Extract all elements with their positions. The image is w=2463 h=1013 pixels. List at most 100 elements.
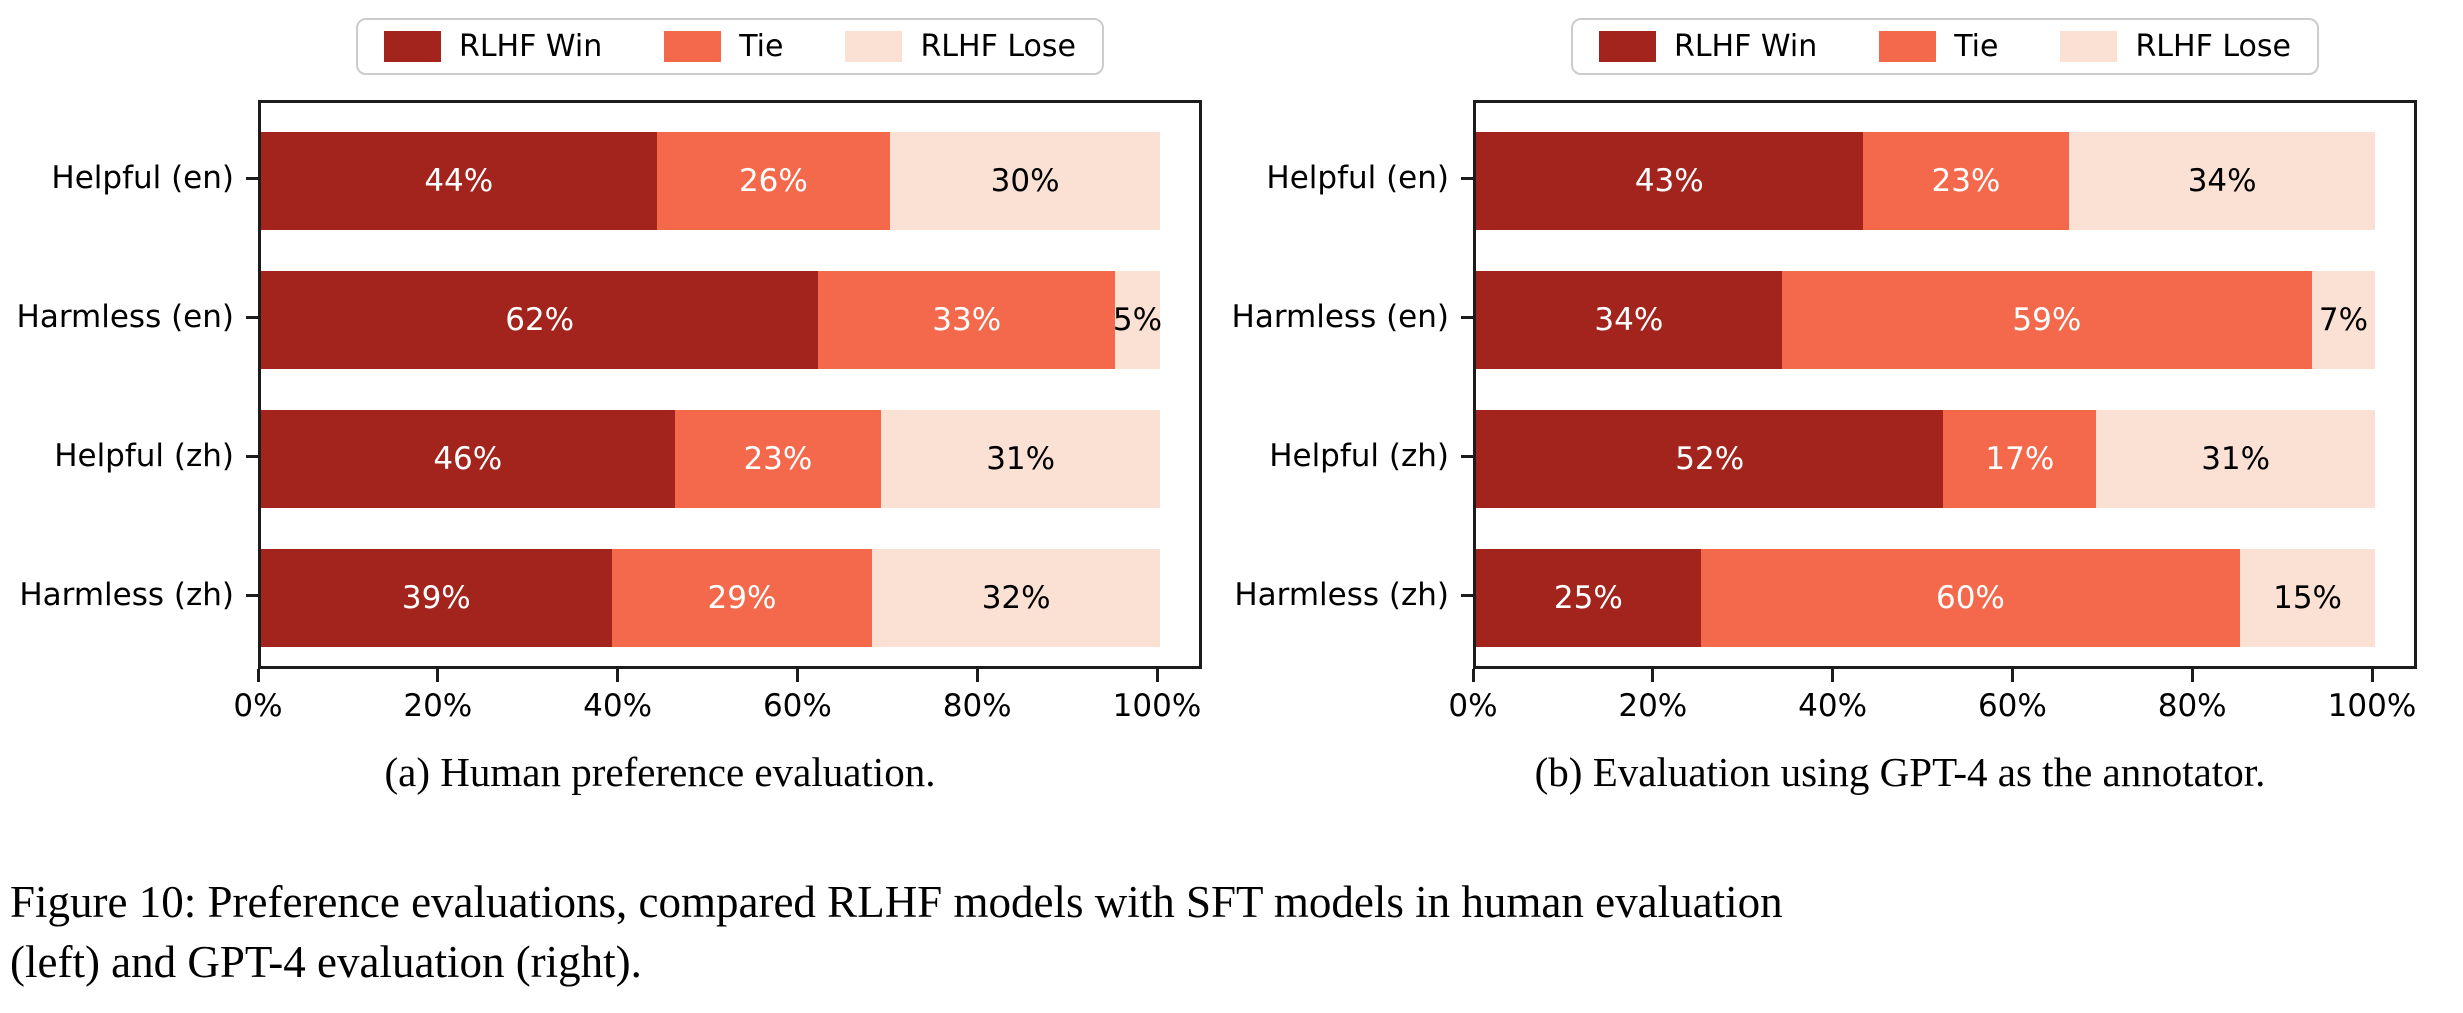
figure-caption: Figure 10: Preference evaluations, compa…: [10, 872, 2455, 992]
bar-segment-rlhf-lose: 15%: [2240, 549, 2375, 647]
legend-swatch-icon: [664, 31, 722, 62]
bar-row: 39% 29% 32%: [261, 549, 1160, 647]
subfigure-a-caption: (a) Human preference evaluation.: [384, 749, 936, 795]
x-axis-tick: [1831, 669, 1835, 682]
legend-label: RLHF Lose: [920, 28, 1077, 64]
plot-area: 43% 23% 34% 34% 59% 7% 52% 17% 31% 25% 60% 15%: [1473, 100, 2417, 669]
bar-value-label: 59%: [2012, 302, 2082, 338]
legend-item: Tie: [1879, 31, 1998, 62]
bar-row: 43% 23% 34%: [1476, 132, 2375, 230]
figure-caption-line-1: Figure 10: Preference evaluations, compa…: [10, 877, 1783, 927]
bar-segment-rlhf-win: 52%: [1476, 410, 1944, 508]
y-axis-tick: [1461, 593, 1473, 597]
bar-value-label: 26%: [738, 163, 808, 199]
bar-value-label: 52%: [1675, 441, 1745, 477]
bar-segment-rlhf-lose: 7%: [2312, 271, 2375, 369]
bar-value-label: 46%: [433, 441, 503, 477]
bar-segment-rlhf-lose: 30%: [890, 132, 1160, 230]
bar-segment-tie: 60%: [1700, 549, 2241, 647]
legend-swatch-icon: [1598, 31, 1656, 62]
legend-swatch-icon: [845, 31, 903, 62]
x-axis-tick: [2190, 669, 2194, 682]
bar-segment-rlhf-win: 39%: [261, 549, 612, 647]
legend-item: RLHF Lose: [845, 31, 1076, 62]
x-axis-tick: [436, 669, 440, 682]
legend-label: Tie: [1954, 28, 1999, 64]
x-axis-tick: [975, 669, 979, 682]
bar-segment-rlhf-lose: 5%: [1112, 271, 1163, 369]
y-axis-tick: [246, 454, 258, 458]
bar-value-label: 32%: [981, 580, 1051, 616]
bar-value-label: 31%: [2201, 441, 2271, 477]
legend-item: Tie: [664, 31, 783, 62]
y-axis-tick: [246, 176, 258, 180]
bar-value-label: 31%: [986, 441, 1056, 477]
x-tick-label: 20%: [1618, 688, 1688, 724]
legend: RLHF Win Tie RLHF Lose: [1570, 18, 2320, 75]
bar-value-label: 23%: [743, 441, 813, 477]
bar-value-label: 39%: [401, 580, 471, 616]
bar-segment-tie: 33%: [818, 271, 1116, 369]
bar-segment-rlhf-lose: 31%: [881, 410, 1160, 508]
category-label: Harmless (en): [16, 299, 234, 335]
bar-value-label: 60%: [1935, 580, 2005, 616]
figure-caption-line-2: (left) and GPT-4 evaluation (right).: [10, 937, 642, 987]
x-tick-label: 40%: [583, 688, 653, 724]
bar-segment-rlhf-win: 44%: [261, 132, 657, 230]
legend-swatch-icon: [1879, 31, 1937, 62]
y-axis-tick: [246, 593, 258, 597]
bar-segment-tie: 29%: [611, 549, 873, 647]
legend-label: Tie: [739, 28, 784, 64]
bar-value-label: 34%: [2187, 163, 2257, 199]
category-label: Helpful (zh): [54, 438, 234, 474]
bar-segment-tie: 26%: [656, 132, 891, 230]
x-axis-tick: [616, 669, 620, 682]
legend-item: RLHF Win: [383, 31, 602, 62]
category-label: Helpful (zh): [1269, 438, 1449, 474]
bar-segment-tie: 17%: [1943, 410, 2097, 508]
bar-row: 34% 59% 7%: [1476, 271, 2375, 369]
bar-segment-rlhf-win: 25%: [1476, 549, 1701, 647]
bar-value-label: 33%: [932, 302, 1002, 338]
bar-value-label: 23%: [1931, 163, 2001, 199]
bar-value-label: 43%: [1634, 163, 1704, 199]
bar-segment-rlhf-lose: 34%: [2069, 132, 2375, 230]
bar-segment-tie: 59%: [1781, 271, 2313, 369]
category-label: Harmless (en): [1231, 299, 1449, 335]
bar-row: 46% 23% 31%: [261, 410, 1160, 508]
x-tick-label: 40%: [1798, 688, 1868, 724]
plot-area: 44% 26% 30% 62% 33% 5% 46% 23% 31% 39% 29% 32%: [258, 100, 1202, 669]
legend-swatch-icon: [383, 31, 441, 62]
x-tick-label: 100%: [2327, 688, 2417, 724]
category-label: Helpful (en): [51, 160, 234, 196]
bar-segment-tie: 23%: [1862, 132, 2070, 230]
category-label: Harmless (zh): [19, 577, 234, 613]
x-axis-tick: [1155, 669, 1159, 682]
x-tick-label: 100%: [1112, 688, 1202, 724]
bar-value-label: 17%: [1985, 441, 2055, 477]
x-tick-label: 80%: [2157, 688, 2227, 724]
bar-value-label: 7%: [2318, 302, 2369, 338]
bar-segment-rlhf-win: 46%: [261, 410, 675, 508]
x-tick-label: 0%: [1448, 688, 1498, 724]
x-axis-tick: [256, 669, 260, 682]
bar-value-label: 5%: [1112, 302, 1163, 338]
bar-value-label: 29%: [707, 580, 777, 616]
bar-segment-rlhf-lose: 32%: [872, 549, 1160, 647]
bar-value-label: 34%: [1594, 302, 1664, 338]
y-axis-tick: [1461, 176, 1473, 180]
x-axis-tick: [2010, 669, 2014, 682]
bar-value-label: 25%: [1553, 580, 1623, 616]
bar-segment-tie: 23%: [674, 410, 882, 508]
bar-segment-rlhf-win: 62%: [261, 271, 819, 369]
x-tick-label: 80%: [942, 688, 1012, 724]
y-axis-tick: [1461, 315, 1473, 319]
bar-segment-rlhf-win: 43%: [1476, 132, 1863, 230]
bar-value-label: 62%: [505, 302, 575, 338]
y-axis-tick: [246, 315, 258, 319]
legend: RLHF Win Tie RLHF Lose: [355, 18, 1105, 75]
legend-item: RLHF Win: [1598, 31, 1817, 62]
bar-row: 44% 26% 30%: [261, 132, 1160, 230]
legend-swatch-icon: [2060, 31, 2118, 62]
